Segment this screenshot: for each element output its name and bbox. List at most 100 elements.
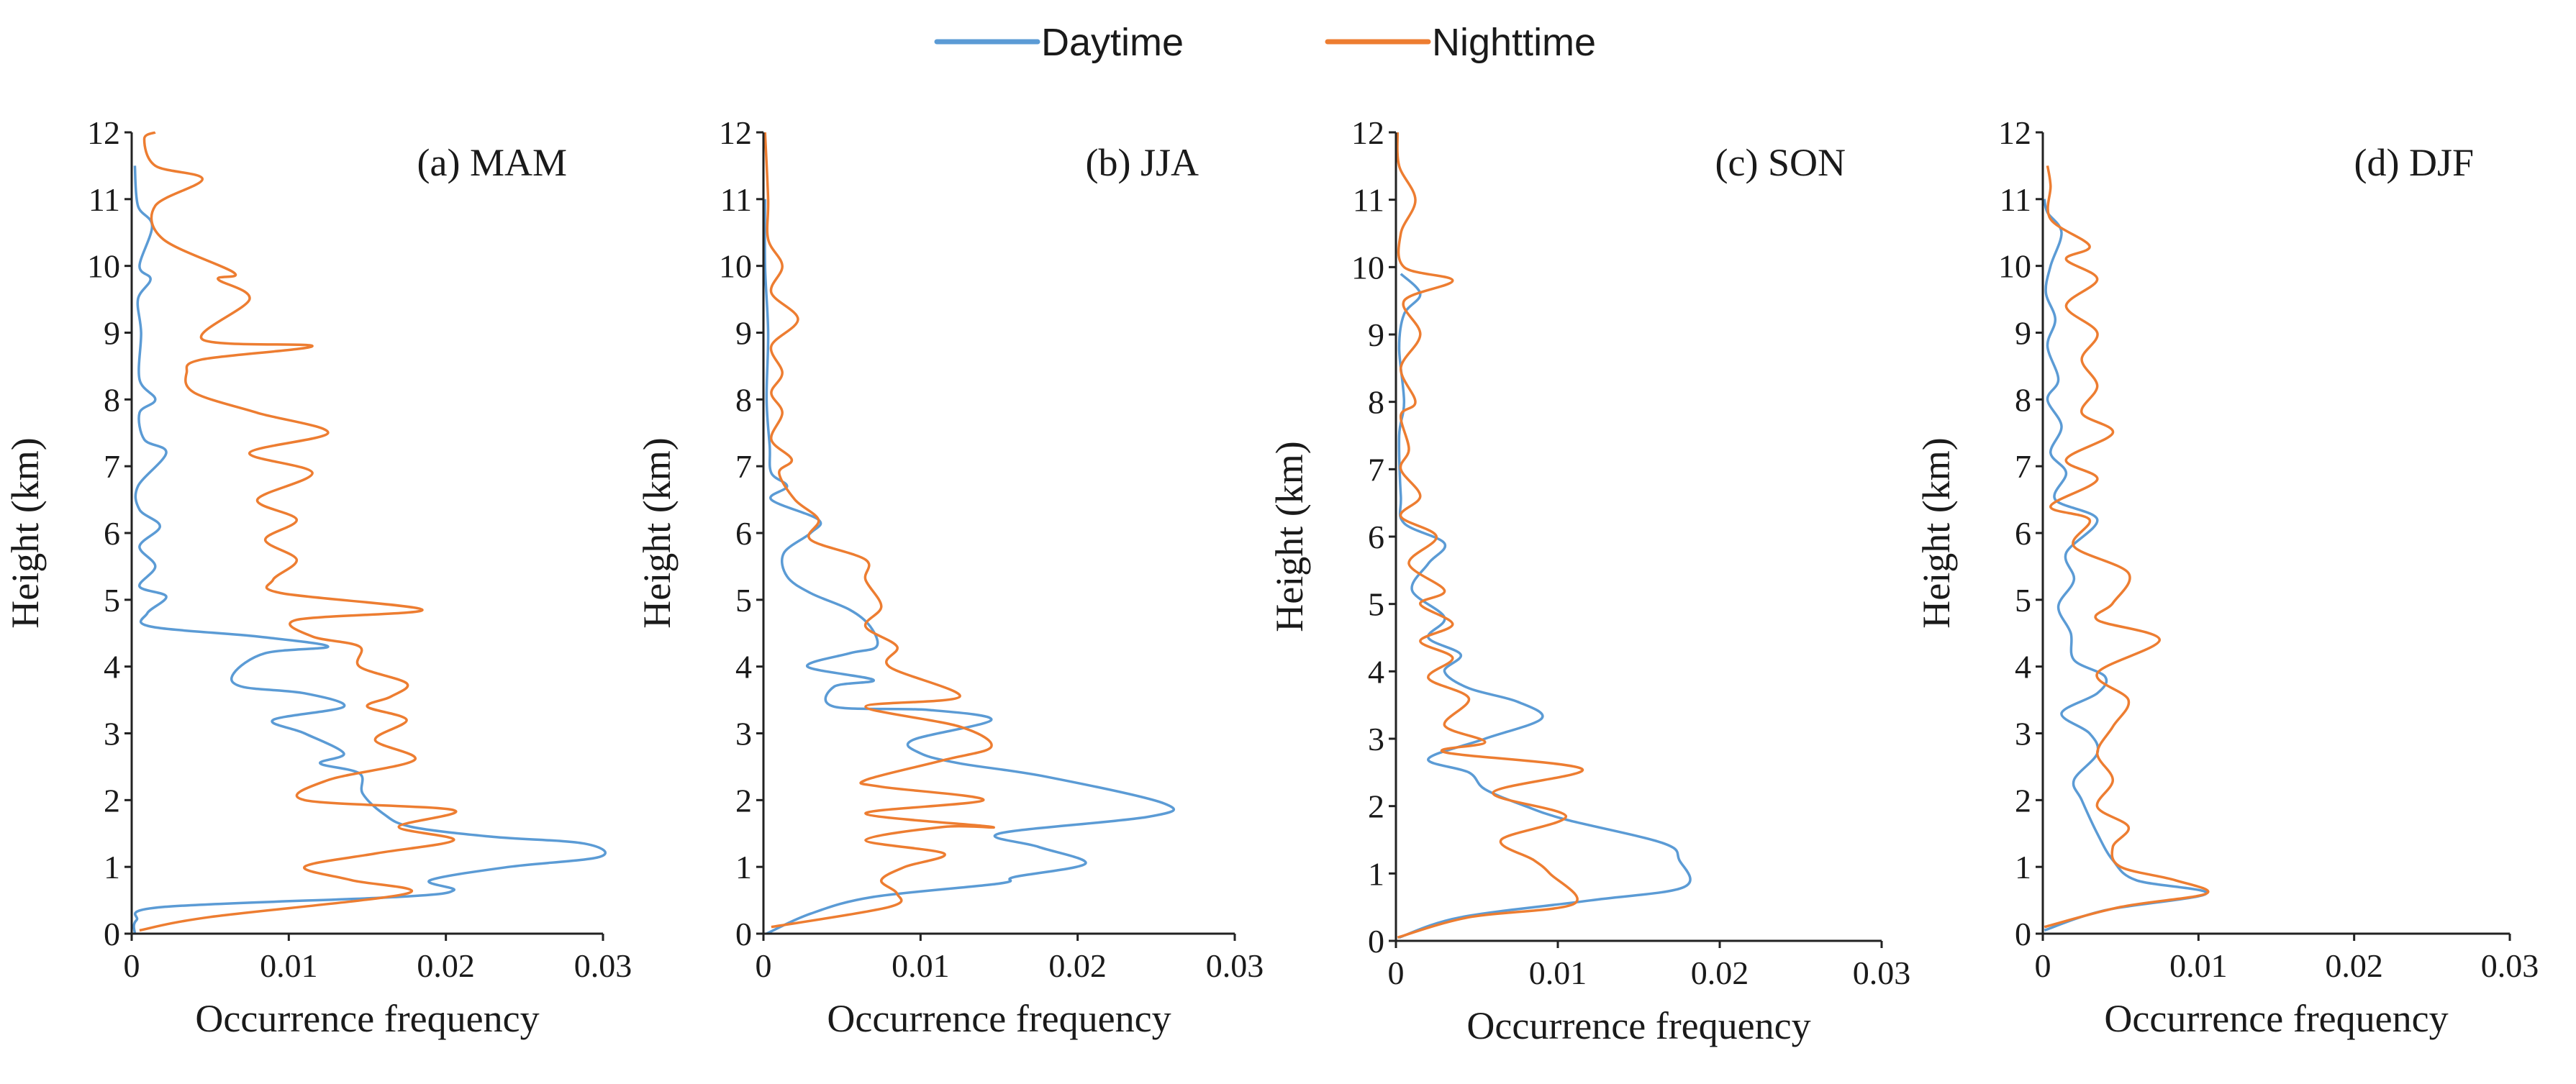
y-tick-label: 7 [104, 448, 120, 485]
y-tick-label: 11 [89, 181, 120, 218]
y-tick-label: 3 [2015, 716, 2031, 752]
x-axis-label: Occurrence frequency [2104, 997, 2448, 1040]
y-tick-label: 9 [1368, 316, 1384, 353]
panel-title: (d) DJF [2354, 141, 2474, 184]
y-tick-label: 8 [735, 381, 752, 418]
series-line-nighttime [763, 132, 995, 929]
y-tick-label: 3 [1368, 721, 1384, 757]
series-line-nighttime [2044, 165, 2210, 929]
series-line-nighttime [139, 131, 458, 932]
y-tick-label: 1 [1368, 855, 1384, 892]
x-tick-label: 0.01 [260, 947, 318, 984]
y-tick-label: 7 [735, 448, 752, 485]
legend: Daytime Nighttime [934, 21, 1596, 64]
legend-label-daytime: Daytime [1041, 21, 1184, 64]
y-tick-label: 7 [1368, 451, 1384, 488]
x-tick-label: 0.03 [574, 947, 632, 984]
x-tick-label: 0.03 [1206, 947, 1264, 984]
y-tick-label: 9 [104, 315, 120, 352]
y-tick-label: 4 [735, 649, 752, 686]
y-tick-label: 6 [104, 515, 120, 552]
y-tick-label: 11 [2000, 181, 2031, 218]
x-tick-label: 0.02 [1691, 955, 1749, 991]
series-line-daytime [763, 199, 1175, 935]
y-tick-label: 8 [1368, 384, 1384, 421]
y-tick-label: 6 [735, 515, 752, 552]
y-axis-label: Height (km) [4, 437, 47, 628]
y-tick-label: 1 [735, 849, 752, 885]
y-tick-label: 11 [1353, 182, 1384, 219]
x-tick-label: 0.01 [2169, 947, 2228, 984]
x-tick-label: 0 [2035, 947, 2051, 984]
y-tick-label: 7 [2015, 448, 2031, 485]
y-tick-label: 9 [2015, 315, 2031, 352]
panel-title: (c) SON [1715, 141, 1846, 184]
x-axis-label: Occurrence frequency [195, 997, 539, 1040]
y-tick-label: 9 [735, 315, 752, 352]
y-tick-label: 2 [2015, 782, 2031, 819]
y-axis-label: Height (km) [1915, 437, 1958, 628]
y-tick-label: 4 [1368, 653, 1384, 690]
y-tick-label: 11 [720, 181, 752, 218]
y-tick-label: 5 [735, 582, 752, 619]
y-tick-label: 2 [735, 782, 752, 819]
panel-title: (b) JJA [1086, 141, 1199, 184]
plot-series [2043, 165, 2210, 932]
y-tick-label: 8 [104, 381, 120, 418]
x-tick-label: 0.02 [417, 947, 475, 984]
y-tick-label: 10 [719, 248, 752, 285]
x-tick-label: 0.03 [2481, 947, 2539, 984]
y-tick-label: 5 [104, 582, 120, 619]
y-tick-label: 0 [1368, 923, 1384, 960]
series-line-daytime [2043, 199, 2208, 932]
y-tick-label: 12 [1351, 114, 1384, 151]
y-tick-label: 6 [2015, 515, 2031, 552]
y-tick-label: 12 [719, 114, 752, 151]
x-tick-label: 0.01 [1529, 955, 1587, 991]
y-tick-label: 0 [2015, 916, 2031, 952]
y-tick-label: 5 [1368, 586, 1384, 623]
series-line-daytime [132, 165, 607, 934]
legend-item-daytime: Daytime [934, 21, 1184, 64]
y-tick-label: 10 [1998, 248, 2031, 285]
x-tick-label: 0.02 [2325, 947, 2383, 984]
x-tick-label: 0.03 [1853, 955, 1911, 991]
x-axis-label: Occurrence frequency [1466, 1004, 1810, 1047]
y-tick-label: 10 [87, 248, 120, 285]
y-tick-label: 4 [2015, 649, 2031, 686]
series-line-daytime [1397, 273, 1692, 939]
y-tick-label: 10 [1351, 249, 1384, 286]
plot-series [1396, 132, 1692, 939]
y-tick-label: 1 [2015, 849, 2031, 885]
plot-series [763, 132, 1175, 935]
y-tick-label: 2 [1368, 788, 1384, 825]
y-tick-label: 5 [2015, 582, 2031, 619]
y-tick-label: 1 [104, 849, 120, 885]
legend-item-nighttime: Nighttime [1325, 21, 1596, 64]
y-tick-label: 4 [104, 649, 120, 686]
x-axis-label: Occurrence frequency [827, 997, 1171, 1040]
y-tick-label: 0 [104, 916, 120, 952]
y-axis-label: Height (km) [635, 437, 679, 628]
y-tick-label: 6 [1368, 519, 1384, 555]
plot-series [132, 131, 607, 934]
y-tick-label: 12 [1998, 114, 2031, 151]
x-tick-label: 0 [756, 947, 772, 984]
x-tick-label: 0.01 [892, 947, 950, 984]
y-tick-label: 8 [2015, 381, 2031, 418]
y-tick-label: 3 [104, 716, 120, 752]
y-axis-label: Height (km) [1268, 441, 1311, 632]
y-tick-label: 3 [735, 716, 752, 752]
y-tick-label: 0 [735, 916, 752, 952]
y-tick-label: 12 [87, 114, 120, 151]
series-line-nighttime [1396, 132, 1584, 939]
